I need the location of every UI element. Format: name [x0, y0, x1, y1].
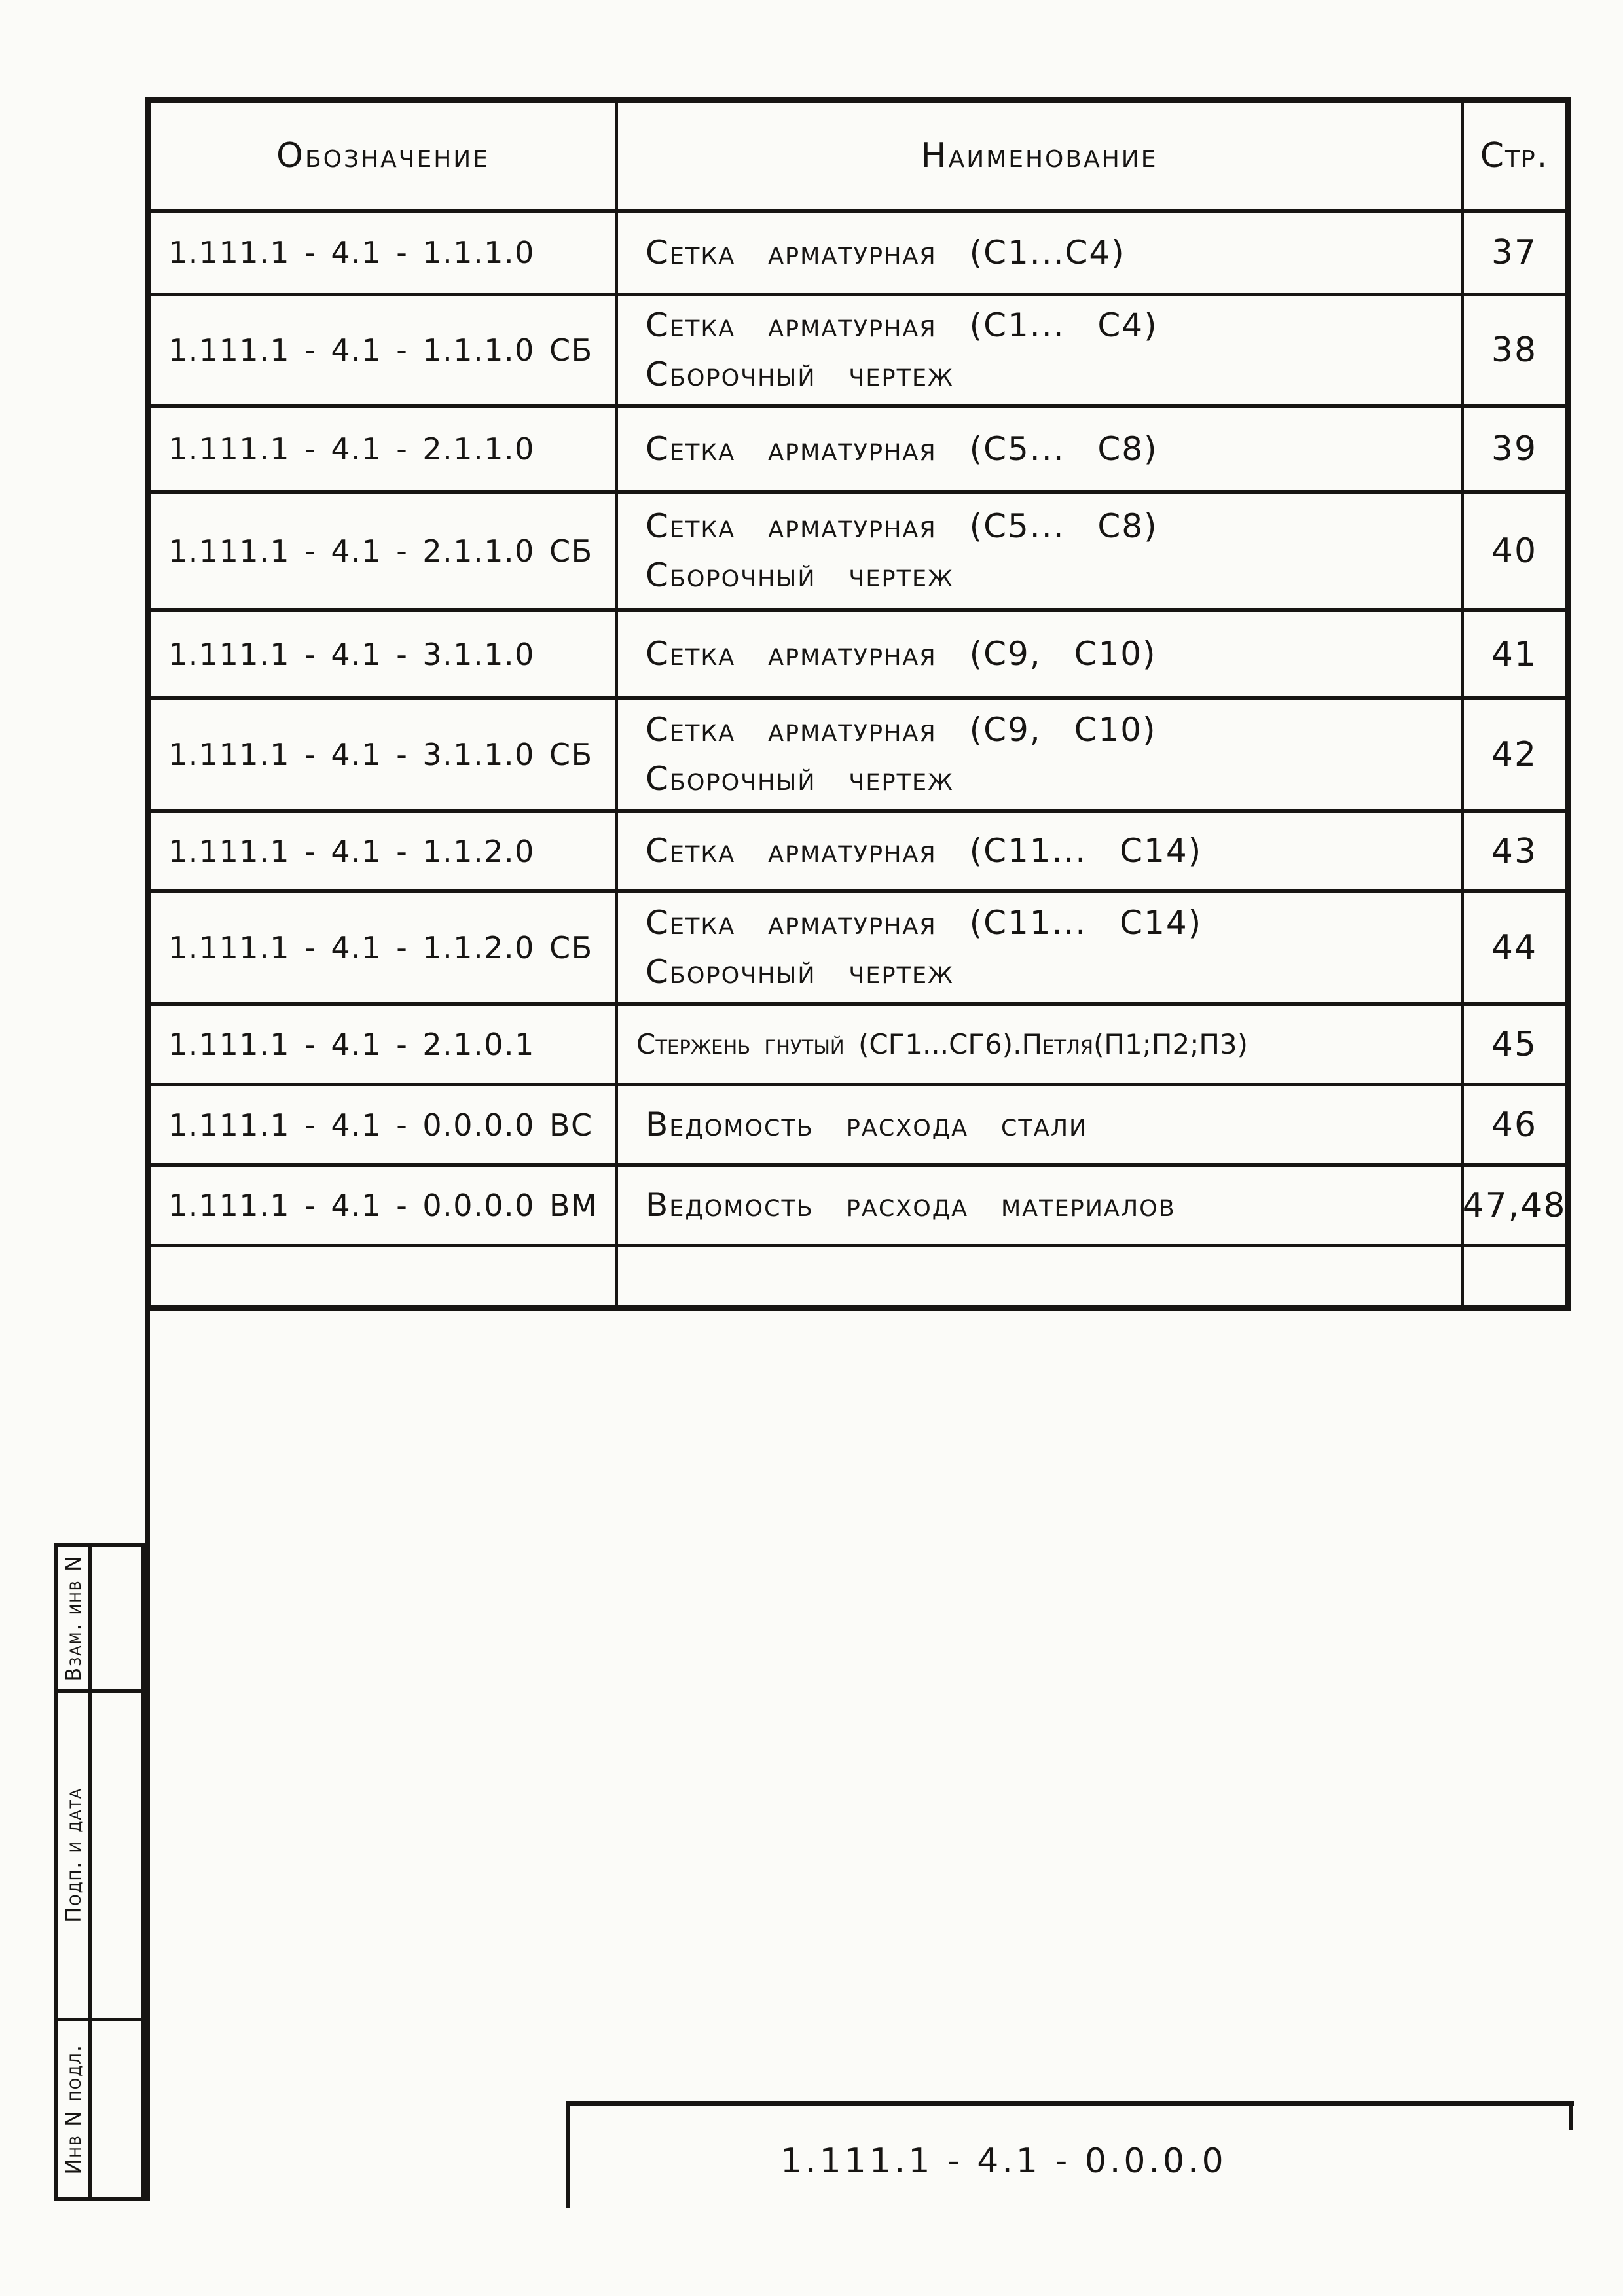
name-cell: Ведомость расхода стали [618, 1086, 1464, 1167]
page-cell: 42 [1464, 700, 1565, 813]
name-cell: Сетка арматурная (С9, С10) Сборочный чер… [618, 700, 1464, 813]
page-cell: 44 [1464, 893, 1565, 1006]
name-line: Сборочный чертеж [646, 760, 954, 798]
name-line: Сетка арматурная (С5... С8) [646, 429, 1158, 468]
sheet-frame-left-rule [145, 1311, 150, 2201]
name-cell: Сетка арматурная (С5... С8) Сборочный че… [618, 494, 1464, 612]
name-line: Сетка арматурная (С11... С14) [646, 904, 1203, 942]
stamp-signature-box [92, 2021, 141, 2197]
designation-cell: 1.111.1 - 4.1 - 1.1.1.0 [151, 213, 618, 296]
header-cell-page: Стр. [1464, 103, 1565, 213]
page-cell: 41 [1464, 612, 1565, 700]
designation-cell-empty [151, 1247, 618, 1305]
designation-cell: 1.111.1 - 4.1 - 1.1.2.0 [151, 813, 618, 893]
name-line: Ведомость расхода материалов [646, 1186, 1176, 1224]
header-cell-designation: Обозначение [151, 103, 618, 213]
name-line: Сборочный чертеж [646, 953, 954, 991]
name-cell: Сетка арматурная (С11... С14) Сборочный … [618, 893, 1464, 1006]
name-line: Сетка арматурная (С1... С4) [646, 306, 1158, 344]
name-cell: Сетка арматурная (С9, С10) [618, 612, 1464, 700]
designation-cell: 1.111.1 - 4.1 - 3.1.1.0 СБ [151, 700, 618, 813]
name-line: Стержень гнутый (СГ1...СГ6).Петля(П1;П2;… [636, 1028, 1249, 1060]
name-line: Сетка арматурная (С11... С14) [646, 832, 1203, 870]
name-cell: Ведомость расхода материалов [618, 1167, 1464, 1247]
page-cell: 40 [1464, 494, 1565, 612]
page-cell: 37 [1464, 213, 1565, 296]
header-cell-name: Наименование [618, 103, 1464, 213]
stamp-column: Взам. инв N Подп. и дата Инв N подл. [54, 1543, 145, 2201]
stamp-label-podp-data: Подп. и дата [60, 1787, 86, 1923]
name-cell: Сетка арматурная (С11... С14) [618, 813, 1464, 893]
title-block-right-line [1569, 2101, 1573, 2130]
stamp-cell-vzam-inv: Взам. инв N [58, 1547, 92, 1693]
contents-table: Обозначение Наименование Стр. 1.111.1 - … [145, 97, 1571, 1311]
name-line: Сетка арматурная (С5... С8) [646, 507, 1158, 545]
designation-cell: 1.111.1 - 4.1 - 3.1.1.0 [151, 612, 618, 700]
page-cell: 45 [1464, 1006, 1565, 1086]
designation-cell: 1.111.1 - 4.1 - 2.1.1.0 СБ [151, 494, 618, 612]
designation-cell: 1.111.1 - 4.1 - 2.1.1.0 [151, 408, 618, 494]
page-cell: 43 [1464, 813, 1565, 893]
name-cell: Сетка арматурная (С1...С4) [618, 213, 1464, 296]
designation-cell: 1.111.1 - 4.1 - 1.1.2.0 СБ [151, 893, 618, 1006]
page-cell: 39 [1464, 408, 1565, 494]
name-line: Сборочный чертеж [646, 355, 954, 393]
title-block-designation: 1.111.1 - 4.1 - 0.0.0.0 [780, 2142, 1227, 2181]
stamp-signature-box [92, 1693, 141, 2021]
designation-cell: 1.111.1 - 4.1 - 0.0.0.0 ВС [151, 1086, 618, 1167]
page-cell: 46 [1464, 1086, 1565, 1167]
name-line: Сетка арматурная (С9, С10) [646, 711, 1157, 749]
stamp-label-vzam-inv: Взам. инв N [60, 1554, 86, 1682]
designation-cell: 1.111.1 - 4.1 - 2.1.0.1 [151, 1006, 618, 1086]
designation-cell: 1.111.1 - 4.1 - 1.1.1.0 СБ [151, 296, 618, 408]
name-line: Сетка арматурная (С9, С10) [646, 635, 1157, 673]
page-cell: 38 [1464, 296, 1565, 408]
page-cell-empty [1464, 1247, 1565, 1305]
name-cell: Сетка арматурная (С5... С8) [618, 408, 1464, 494]
name-cell-empty [618, 1247, 1464, 1305]
name-cell: Стержень гнутый (СГ1...СГ6).Петля(П1;П2;… [618, 1006, 1464, 1086]
stamp-cell-podp-data: Подп. и дата [58, 1693, 92, 2021]
name-cell: Сетка арматурная (С1... С4) Сборочный че… [618, 296, 1464, 408]
stamp-cell-inv-podl: Инв N подл. [58, 2021, 92, 2197]
name-line: Сетка арматурная (С1...С4) [646, 233, 1125, 272]
title-block-top-line [566, 2101, 1574, 2106]
name-line: Сборочный чертеж [646, 556, 954, 594]
designation-cell: 1.111.1 - 4.1 - 0.0.0.0 ВМ [151, 1167, 618, 1247]
stamp-label-inv-podl: Инв N подл. [60, 2043, 86, 2175]
name-line: Ведомость расхода стали [646, 1105, 1088, 1143]
page-cell: 47,48 [1464, 1167, 1565, 1247]
stamp-signature-box [92, 1547, 141, 1693]
title-block-left-line [566, 2101, 570, 2208]
